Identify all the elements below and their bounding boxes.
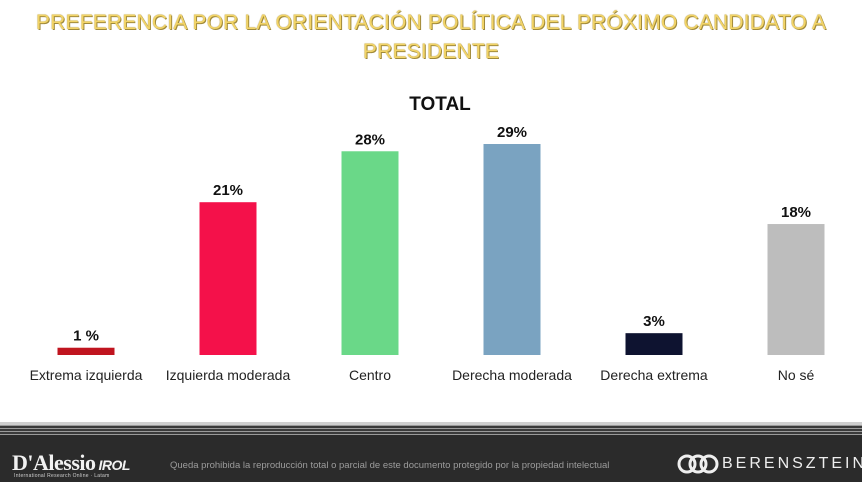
copyright-disclaimer: Queda prohibida la reproducción total o … — [170, 460, 610, 471]
data-label-4: 3% — [643, 313, 665, 330]
berensztein-logo: BERENSZTEIN — [676, 453, 862, 475]
category-label-5: No sé — [778, 367, 815, 383]
chart-title: TOTAL — [409, 94, 471, 115]
category-label-4: Derecha extrema — [600, 367, 708, 383]
data-label-2: 28% — [355, 131, 385, 148]
berensztein-logo-text: BERENSZTEIN — [722, 455, 862, 472]
data-label-3: 29% — [497, 124, 527, 141]
footer-stripes — [0, 425, 862, 435]
irol-logo-text: IROL — [98, 457, 131, 473]
dalessio-logo: D'Alessio IROL — [12, 450, 130, 476]
bar-5 — [767, 224, 825, 355]
berensztein-mark-icon — [677, 454, 719, 474]
bars-group: 1 % Extrema izquierda 21% Izquierda moderad… — [30, 124, 825, 383]
category-label-2: Centro — [349, 367, 391, 383]
bar-0 — [57, 347, 115, 355]
data-label-1: 21% — [213, 182, 243, 199]
footer: D'Alessio IROL International Research Onl… — [0, 422, 862, 482]
bar-4 — [625, 333, 683, 355]
slide-title: PREFERENCIA POR LA ORIENTACIÓN POLÍTICA … — [35, 11, 827, 63]
bar-3 — [483, 144, 541, 355]
dalessio-logo-text: D'Alessio — [12, 450, 96, 475]
category-label-0: Extrema izquierda — [30, 367, 143, 383]
bar-2 — [341, 151, 399, 355]
bar-chart: TOTAL 1 % Extrema izquierda 21% Izquierda m… — [30, 94, 825, 383]
category-label-1: Izquierda moderada — [166, 367, 291, 383]
data-label-0: 1 % — [73, 328, 99, 345]
category-label-3: Derecha moderada — [452, 367, 572, 383]
dalessio-logo-subtitle: International Research Online · Latam — [14, 473, 110, 479]
data-label-5: 18% — [781, 204, 811, 221]
bar-1 — [199, 202, 257, 355]
